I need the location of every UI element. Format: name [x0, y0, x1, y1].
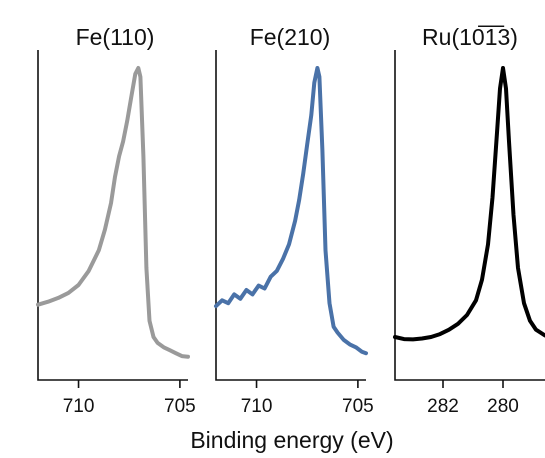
- x-tick-label-1-1: 710: [63, 396, 95, 417]
- x-tick-label-2-2: 705: [342, 396, 374, 417]
- panel-title-3: Ru(10̅1̅3): [422, 24, 518, 50]
- x-tick-label-3-2: 280: [487, 396, 519, 417]
- axis-spines-3: [394, 50, 545, 381]
- axis-spines-1: [37, 50, 188, 381]
- x-tick-label-3-1: 282: [427, 396, 459, 417]
- x-axis-label: Binding energy (eV): [190, 427, 393, 453]
- axis-spines-2: [215, 50, 366, 381]
- series-line-2-1: [214, 66, 368, 356]
- panels: Fe(110) 710 705 Fe(210) 710 705 Ru(10̅1̅3) 282 2…: [36, 24, 545, 417]
- panel-title-2: Fe(210): [250, 24, 331, 50]
- series-line-1-1: [36, 66, 190, 359]
- panel-title-1: Fe(110): [76, 24, 155, 50]
- panel-1: Fe(110) 710 705: [36, 24, 196, 417]
- x-tick-label-2-1: 710: [241, 396, 273, 417]
- panel-3: Ru(10̅1̅3) 282 280: [393, 24, 545, 417]
- series-line-3-1: [393, 66, 545, 342]
- panel-2: Fe(210) 710 705: [214, 24, 374, 417]
- x-tick-label-1-2: 705: [164, 396, 196, 417]
